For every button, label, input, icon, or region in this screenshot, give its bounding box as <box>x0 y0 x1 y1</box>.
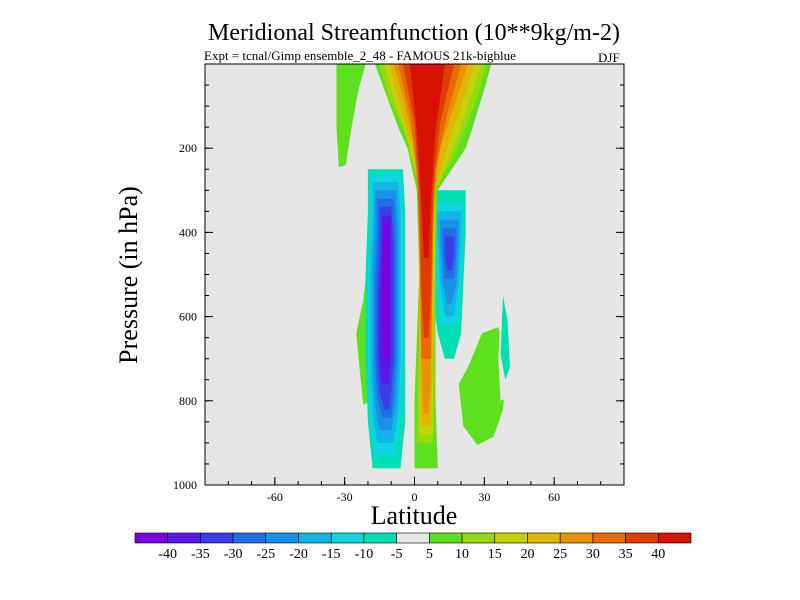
axis-ticks: -60 -30 0 30 60 200 400 600 800 1000 <box>173 84 624 504</box>
contour-field <box>336 64 550 469</box>
x-tick-label: 0 <box>412 490 418 504</box>
colorbar-tick-label: 30 <box>586 547 600 562</box>
contour-northern-negative-level-5 <box>444 236 455 271</box>
contour-northern-lower-weak-positive <box>458 327 508 445</box>
y-tick-label: 800 <box>179 394 197 408</box>
colorbar-tick-label: 25 <box>553 547 567 562</box>
colorbar-swatch <box>559 532 594 544</box>
colorbar-swatch <box>527 532 561 544</box>
colorbar-tick-label: 35 <box>619 547 633 562</box>
colorbar-swatch <box>200 532 234 544</box>
colorbar-swatch <box>396 532 430 544</box>
colorbar-swatch <box>592 532 626 544</box>
colorbar-swatch <box>625 532 659 544</box>
y-tick-label: 400 <box>179 225 197 239</box>
colorbar-swatch <box>429 532 463 544</box>
colorbar-tick-label: -25 <box>256 547 275 562</box>
x-tick-label: -60 <box>267 490 283 504</box>
colorbar-tick-label: 40 <box>651 547 665 562</box>
colorbar-tick-label: -30 <box>224 547 243 562</box>
colorbar-tick-label: -35 <box>191 547 210 562</box>
colorbar-swatch <box>232 532 267 544</box>
colorbar-tick-label: -40 <box>158 547 177 562</box>
x-axis-label: Latitude <box>371 501 458 530</box>
colorbar-tick-label: -10 <box>355 547 374 562</box>
colorbar-swatch <box>298 532 332 544</box>
colorbar-swatch <box>167 532 201 544</box>
y-tick-label: 200 <box>179 141 197 155</box>
colorbar-swatch <box>657 532 692 544</box>
contour-subtropical-negative-core <box>500 295 510 380</box>
colorbar-tick-label: 10 <box>455 547 469 562</box>
chart-subtitle: Expt = tcnal/Gimp ensemble_2_48 - FAMOUS… <box>204 48 516 63</box>
x-tick-label: 60 <box>548 490 560 504</box>
x-tick-label: -30 <box>337 490 353 504</box>
chart-title: Meridional Streamfunction (10**9kg/m-2) <box>208 20 620 46</box>
colorbar-tick-label: -15 <box>322 547 341 562</box>
contour-nh-upper-weak-positive <box>336 64 366 168</box>
colorbar-swatch <box>330 532 365 544</box>
colorbar-tick-label: -5 <box>391 547 403 562</box>
y-tick-label: 1000 <box>173 478 197 492</box>
x-tick-label: 30 <box>478 490 490 504</box>
colorbar-swatch <box>134 532 169 544</box>
contour-equatorial-positive-level-7 <box>409 64 445 258</box>
colorbar: -40 -35 -30 -25 -20 -15 -10 -5 5 10 15 20 25 30 35 40 <box>134 532 692 562</box>
colorbar-swatch <box>461 532 496 544</box>
colorbar-tick-label: 20 <box>520 547 534 562</box>
contour-southern-negative-level-7 <box>381 224 389 359</box>
colorbar-tick-label: -20 <box>289 547 308 562</box>
y-tick-label: 600 <box>179 310 197 324</box>
y-axis-label: Pressure (in hPa) <box>114 186 143 364</box>
season-label: DJF <box>598 50 620 65</box>
colorbar-swatch <box>494 532 528 544</box>
plot-area <box>204 63 625 486</box>
colorbar-tick-label: 5 <box>426 547 433 562</box>
colorbar-swatch <box>265 532 299 544</box>
colorbar-swatch <box>363 532 397 544</box>
colorbar-tick-label: 15 <box>488 547 502 562</box>
